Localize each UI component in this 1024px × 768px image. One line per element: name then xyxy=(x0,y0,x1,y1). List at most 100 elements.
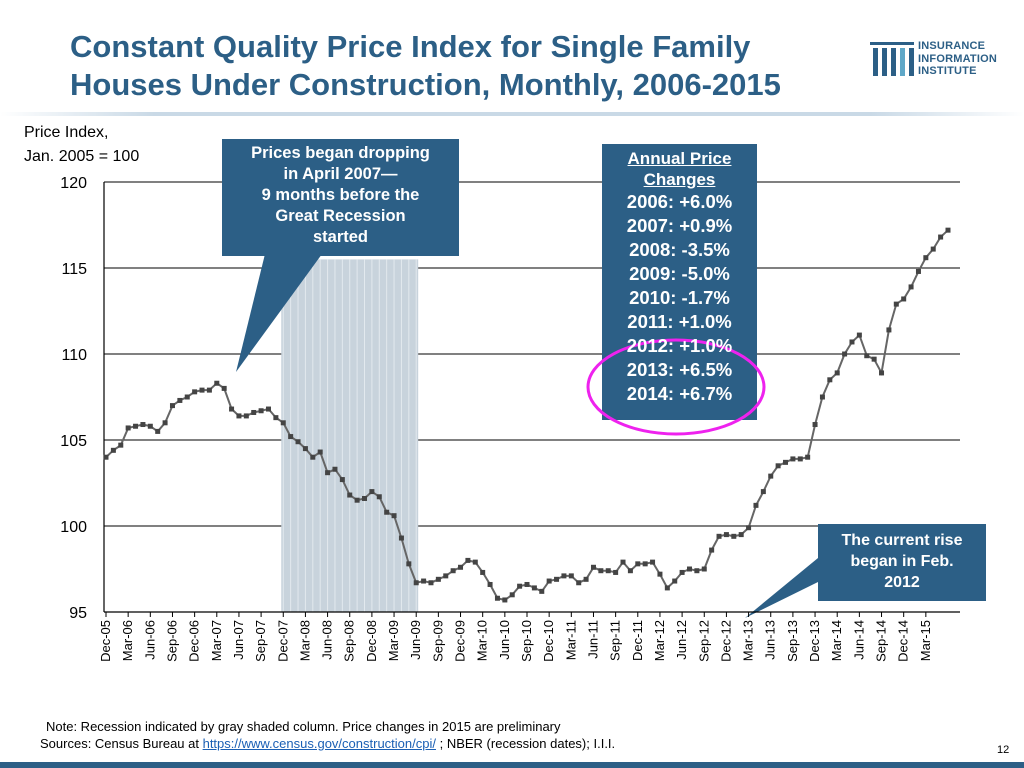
x-tick-label: Mar-10 xyxy=(475,620,490,661)
data-point xyxy=(583,576,589,582)
data-point xyxy=(133,423,139,429)
current-rise-callout-pointer xyxy=(745,558,818,618)
data-point xyxy=(369,489,375,495)
data-point xyxy=(325,470,331,476)
annual-change-2006: 2006: +6.0% xyxy=(626,191,733,212)
logo-line-1: INSURANCE xyxy=(918,40,986,52)
x-tick-label: Jun-11 xyxy=(585,620,600,659)
annual-changes-box xyxy=(602,144,757,420)
data-point xyxy=(908,284,914,290)
footer-note: Note: Recession indicated by gray shaded… xyxy=(46,719,561,734)
x-tick-label: Mar-09 xyxy=(386,620,401,661)
data-point xyxy=(945,227,951,233)
y-tick-label: 120 xyxy=(60,175,87,192)
data-point xyxy=(627,568,633,574)
annual-change-2014: 2014: +6.7% xyxy=(626,383,733,404)
data-point xyxy=(317,449,323,455)
data-point xyxy=(199,387,205,393)
data-point xyxy=(398,535,404,541)
recession-callout-box xyxy=(222,139,459,256)
data-point xyxy=(509,592,515,598)
x-tick-label: Mar-14 xyxy=(829,620,844,661)
axes xyxy=(103,182,960,613)
data-point xyxy=(901,296,907,302)
x-tick-label: Dec-08 xyxy=(364,620,379,662)
x-tick-label: Dec-05 xyxy=(98,620,113,662)
data-point xyxy=(221,385,227,391)
data-point xyxy=(613,569,619,575)
y-axis-label-line-1: Price Index, xyxy=(24,124,109,141)
data-point xyxy=(354,497,360,503)
data-point xyxy=(480,569,486,575)
data-point xyxy=(110,447,116,453)
recession-callout-line-5: started xyxy=(312,228,369,246)
data-point xyxy=(229,406,235,412)
annual-change-2009: 2009: -5.0% xyxy=(629,263,730,284)
x-tick-labels: Dec-05 Mar-06 Jun-06 Sep-06 Dec-06 Mar-07 Jun-… xyxy=(98,612,933,662)
x-tick-label: Mar-15 xyxy=(918,620,933,661)
data-point xyxy=(435,576,441,582)
data-point xyxy=(590,564,596,570)
data-point xyxy=(169,403,175,409)
x-tick-label: Mar-08 xyxy=(297,620,312,661)
data-point xyxy=(494,595,500,601)
data-point xyxy=(561,573,567,579)
annual-change-2010: 2010: -1.7% xyxy=(629,287,730,308)
title-line-1: Constant Quality Price Index for Single … xyxy=(70,29,751,64)
x-tick-label: Jun-13 xyxy=(763,620,778,660)
price-index-series xyxy=(103,227,951,603)
x-tick-label: Dec-10 xyxy=(541,620,556,662)
current-rise-callout-box xyxy=(818,524,986,601)
data-point xyxy=(938,234,944,240)
data-point xyxy=(413,580,419,586)
data-point xyxy=(265,406,271,412)
y-tick-label: 100 xyxy=(60,519,87,536)
data-point xyxy=(140,422,146,428)
data-point xyxy=(487,581,493,587)
data-point xyxy=(184,394,190,400)
data-point xyxy=(753,502,759,508)
x-tick-label: Sep-12 xyxy=(696,620,711,662)
data-point xyxy=(125,425,131,431)
recession-callout: Prices began dropping in April 2007— 9 m… xyxy=(222,139,459,248)
x-tick-label: Sep-13 xyxy=(785,620,800,662)
data-point xyxy=(915,268,921,274)
data-point xyxy=(864,353,870,359)
data-point xyxy=(849,339,855,345)
data-point xyxy=(443,573,449,579)
data-point xyxy=(650,559,656,565)
sources-prefix: Sources: Census Bureau at xyxy=(40,736,203,751)
title-divider xyxy=(0,112,1024,116)
annual-change-2007: 2007: +0.9% xyxy=(626,215,733,236)
annual-change-2011: 2011: +1.0% xyxy=(627,311,732,332)
x-tick-label: Mar-11 xyxy=(563,620,578,660)
census-link[interactable]: https://www.census.gov/construction/cpi/ xyxy=(202,736,436,751)
data-point xyxy=(790,456,796,462)
data-point xyxy=(155,428,161,434)
data-point xyxy=(731,533,737,539)
x-tick-label: Dec-13 xyxy=(807,620,822,662)
data-point xyxy=(539,588,545,594)
data-point xyxy=(472,559,478,565)
data-point xyxy=(517,583,523,589)
recession-shading xyxy=(281,259,419,612)
recession-callout-line-1: Prices began dropping xyxy=(251,144,430,162)
current-rise-line-2: began in Feb. xyxy=(850,553,954,570)
x-tick-label: Jun-10 xyxy=(497,620,512,660)
y-tick-label: 95 xyxy=(69,605,87,622)
data-point xyxy=(162,420,168,426)
recession-callout-pointer xyxy=(236,254,322,372)
x-tick-label: Mar-13 xyxy=(741,620,756,661)
data-point xyxy=(421,578,427,584)
data-point xyxy=(251,409,257,415)
data-point xyxy=(783,459,789,465)
data-point xyxy=(812,422,818,428)
x-tick-label: Sep-10 xyxy=(519,620,534,662)
x-tick-label: Dec-14 xyxy=(896,620,911,662)
x-tick-label: Jun-06 xyxy=(142,620,157,660)
data-point xyxy=(384,509,390,515)
y-tick-labels: 95 100 105 110 115 120 xyxy=(60,175,87,622)
data-point xyxy=(746,525,752,531)
data-point xyxy=(701,566,707,572)
